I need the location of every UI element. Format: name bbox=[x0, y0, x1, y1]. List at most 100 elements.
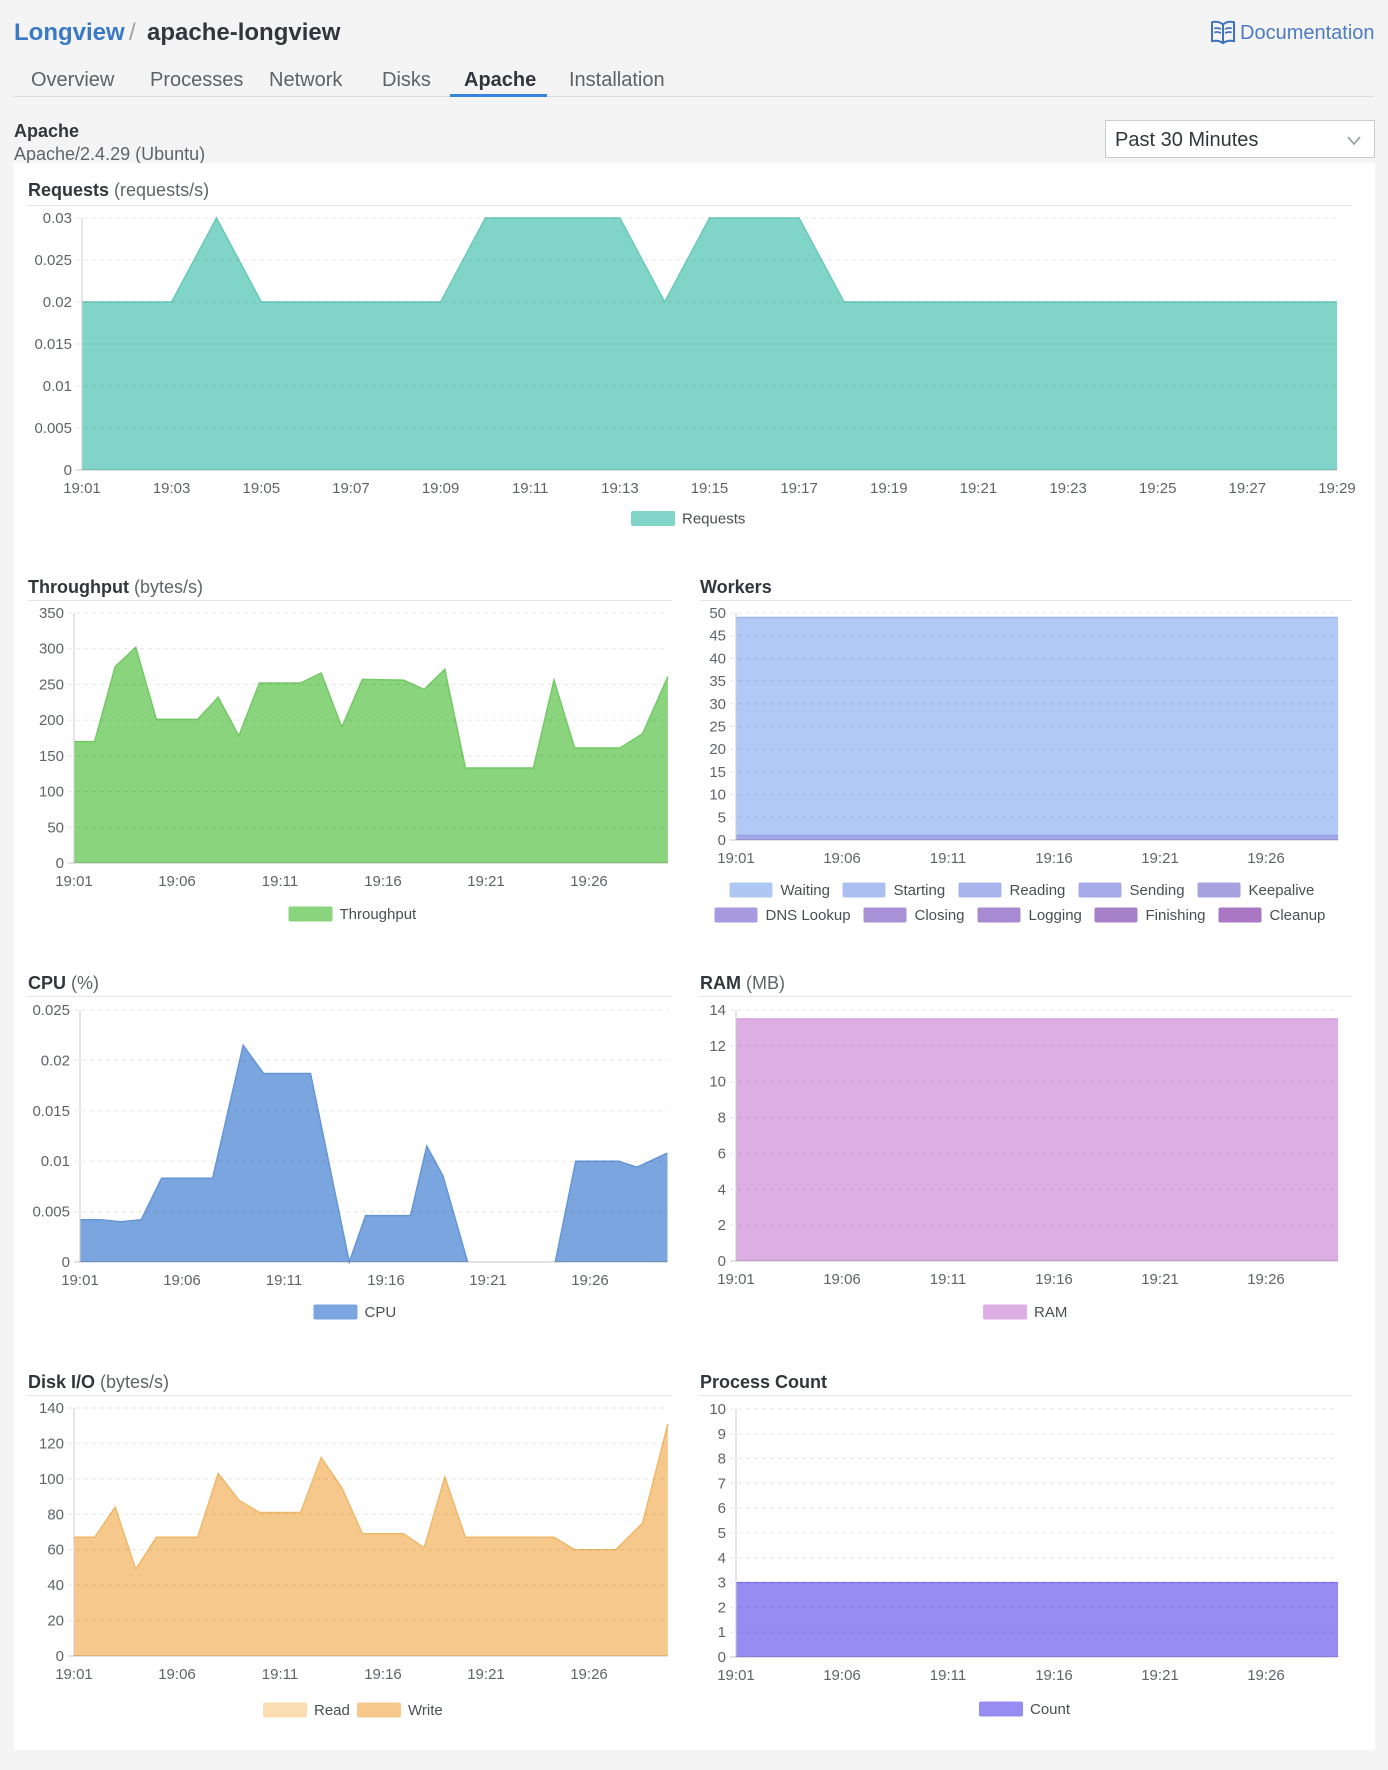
svg-text:12: 12 bbox=[709, 1038, 726, 1055]
svg-text:0: 0 bbox=[718, 1649, 726, 1666]
svg-text:19:21: 19:21 bbox=[467, 1666, 505, 1683]
svg-text:25: 25 bbox=[709, 719, 726, 736]
svg-text:45: 45 bbox=[709, 628, 726, 645]
svg-text:35: 35 bbox=[709, 673, 726, 690]
svg-text:19:21: 19:21 bbox=[467, 873, 505, 890]
svg-text:15: 15 bbox=[709, 764, 726, 781]
svg-text:8: 8 bbox=[718, 1451, 726, 1468]
svg-text:0.01: 0.01 bbox=[43, 378, 72, 395]
svg-text:20: 20 bbox=[709, 741, 726, 758]
svg-text:19:11: 19:11 bbox=[512, 480, 548, 497]
svg-text:Closing: Closing bbox=[915, 907, 965, 924]
svg-text:10: 10 bbox=[709, 1074, 726, 1091]
svg-text:0.02: 0.02 bbox=[41, 1052, 70, 1069]
svg-text:5: 5 bbox=[718, 1525, 726, 1542]
svg-text:Read: Read bbox=[314, 1702, 350, 1719]
svg-text:0.01: 0.01 bbox=[41, 1153, 70, 1170]
svg-text:Process Count: Process Count bbox=[700, 1372, 827, 1392]
svg-text:Write: Write bbox=[408, 1702, 443, 1719]
svg-text:19:26: 19:26 bbox=[570, 1666, 608, 1683]
svg-text:0.025: 0.025 bbox=[34, 252, 72, 269]
svg-text:0.02: 0.02 bbox=[43, 294, 72, 311]
svg-text:10: 10 bbox=[709, 1401, 726, 1418]
svg-text:19:16: 19:16 bbox=[1035, 1667, 1073, 1684]
svg-text:19:16: 19:16 bbox=[367, 1272, 405, 1289]
svg-text:19:21: 19:21 bbox=[1141, 850, 1179, 867]
svg-text:9: 9 bbox=[718, 1426, 726, 1443]
svg-text:0: 0 bbox=[718, 832, 726, 849]
svg-text:Reading: Reading bbox=[1010, 882, 1066, 899]
svg-text:19:29: 19:29 bbox=[1318, 480, 1356, 497]
svg-text:Sending: Sending bbox=[1130, 882, 1185, 899]
svg-text:RAM: RAM bbox=[1034, 1304, 1067, 1321]
svg-text:19:05: 19:05 bbox=[243, 480, 281, 497]
svg-text:19:01: 19:01 bbox=[55, 873, 93, 890]
svg-text:8: 8 bbox=[718, 1110, 726, 1127]
svg-text:19:23: 19:23 bbox=[1049, 480, 1087, 497]
svg-text:19:06: 19:06 bbox=[823, 850, 861, 867]
svg-text:19:21: 19:21 bbox=[960, 480, 998, 497]
svg-text:19:11: 19:11 bbox=[262, 873, 298, 890]
svg-text:19:06: 19:06 bbox=[163, 1272, 201, 1289]
svg-text:40: 40 bbox=[709, 650, 726, 667]
svg-text:19:01: 19:01 bbox=[63, 480, 101, 497]
svg-text:250: 250 bbox=[39, 676, 64, 693]
svg-text:Waiting: Waiting bbox=[781, 882, 830, 899]
svg-text:Throughput: Throughput bbox=[340, 906, 418, 923]
svg-text:0.005: 0.005 bbox=[32, 1204, 70, 1221]
svg-text:19:06: 19:06 bbox=[823, 1271, 861, 1288]
svg-text:80: 80 bbox=[47, 1506, 64, 1523]
svg-text:19:01: 19:01 bbox=[717, 1667, 755, 1684]
svg-text:DNS Lookup: DNS Lookup bbox=[766, 907, 851, 924]
svg-text:CPU (%): CPU (%) bbox=[28, 973, 99, 993]
svg-text:20: 20 bbox=[47, 1613, 64, 1630]
svg-text:120: 120 bbox=[39, 1435, 64, 1452]
svg-text:19:25: 19:25 bbox=[1139, 480, 1177, 497]
svg-text:19:01: 19:01 bbox=[717, 1271, 755, 1288]
svg-text:19:15: 19:15 bbox=[691, 480, 729, 497]
svg-text:10: 10 bbox=[709, 787, 726, 804]
svg-text:19:06: 19:06 bbox=[823, 1667, 861, 1684]
svg-text:1: 1 bbox=[718, 1624, 726, 1641]
svg-text:19:11: 19:11 bbox=[262, 1666, 298, 1683]
svg-text:Finishing: Finishing bbox=[1146, 907, 1206, 924]
svg-text:0.015: 0.015 bbox=[32, 1103, 70, 1120]
svg-text:60: 60 bbox=[47, 1542, 64, 1559]
svg-text:19:26: 19:26 bbox=[1247, 1667, 1285, 1684]
svg-text:19:06: 19:06 bbox=[158, 873, 196, 890]
svg-text:200: 200 bbox=[39, 712, 64, 729]
svg-text:30: 30 bbox=[709, 696, 726, 713]
svg-text:19:07: 19:07 bbox=[332, 480, 370, 497]
svg-text:19:11: 19:11 bbox=[266, 1272, 302, 1289]
svg-text:150: 150 bbox=[39, 748, 64, 765]
svg-text:40: 40 bbox=[47, 1577, 64, 1594]
svg-text:5: 5 bbox=[718, 809, 726, 826]
svg-text:CPU: CPU bbox=[365, 1304, 397, 1321]
svg-text:14: 14 bbox=[709, 1002, 726, 1019]
svg-text:19:26: 19:26 bbox=[571, 1272, 609, 1289]
svg-text:19:03: 19:03 bbox=[153, 480, 191, 497]
svg-text:19:21: 19:21 bbox=[1141, 1667, 1179, 1684]
svg-text:300: 300 bbox=[39, 641, 64, 658]
svg-text:3: 3 bbox=[718, 1575, 726, 1592]
svg-text:Logging: Logging bbox=[1029, 907, 1082, 924]
svg-text:19:17: 19:17 bbox=[780, 480, 818, 497]
svg-text:0.015: 0.015 bbox=[34, 336, 72, 353]
svg-text:19:19: 19:19 bbox=[870, 480, 908, 497]
svg-text:19:01: 19:01 bbox=[717, 850, 755, 867]
svg-text:100: 100 bbox=[39, 784, 64, 801]
svg-text:350: 350 bbox=[39, 605, 64, 622]
svg-text:19:01: 19:01 bbox=[55, 1666, 93, 1683]
svg-text:7: 7 bbox=[718, 1475, 726, 1492]
svg-text:6: 6 bbox=[718, 1500, 726, 1517]
svg-text:19:16: 19:16 bbox=[1035, 1271, 1073, 1288]
svg-text:0.03: 0.03 bbox=[43, 210, 72, 227]
svg-text:0.005: 0.005 bbox=[34, 420, 72, 437]
svg-text:19:11: 19:11 bbox=[930, 850, 966, 867]
svg-text:19:16: 19:16 bbox=[1035, 850, 1073, 867]
svg-text:19:26: 19:26 bbox=[1247, 1271, 1285, 1288]
svg-text:19:06: 19:06 bbox=[158, 1666, 196, 1683]
svg-text:2: 2 bbox=[718, 1217, 726, 1234]
svg-text:19:11: 19:11 bbox=[930, 1271, 966, 1288]
svg-text:Throughput (bytes/s): Throughput (bytes/s) bbox=[28, 577, 203, 597]
